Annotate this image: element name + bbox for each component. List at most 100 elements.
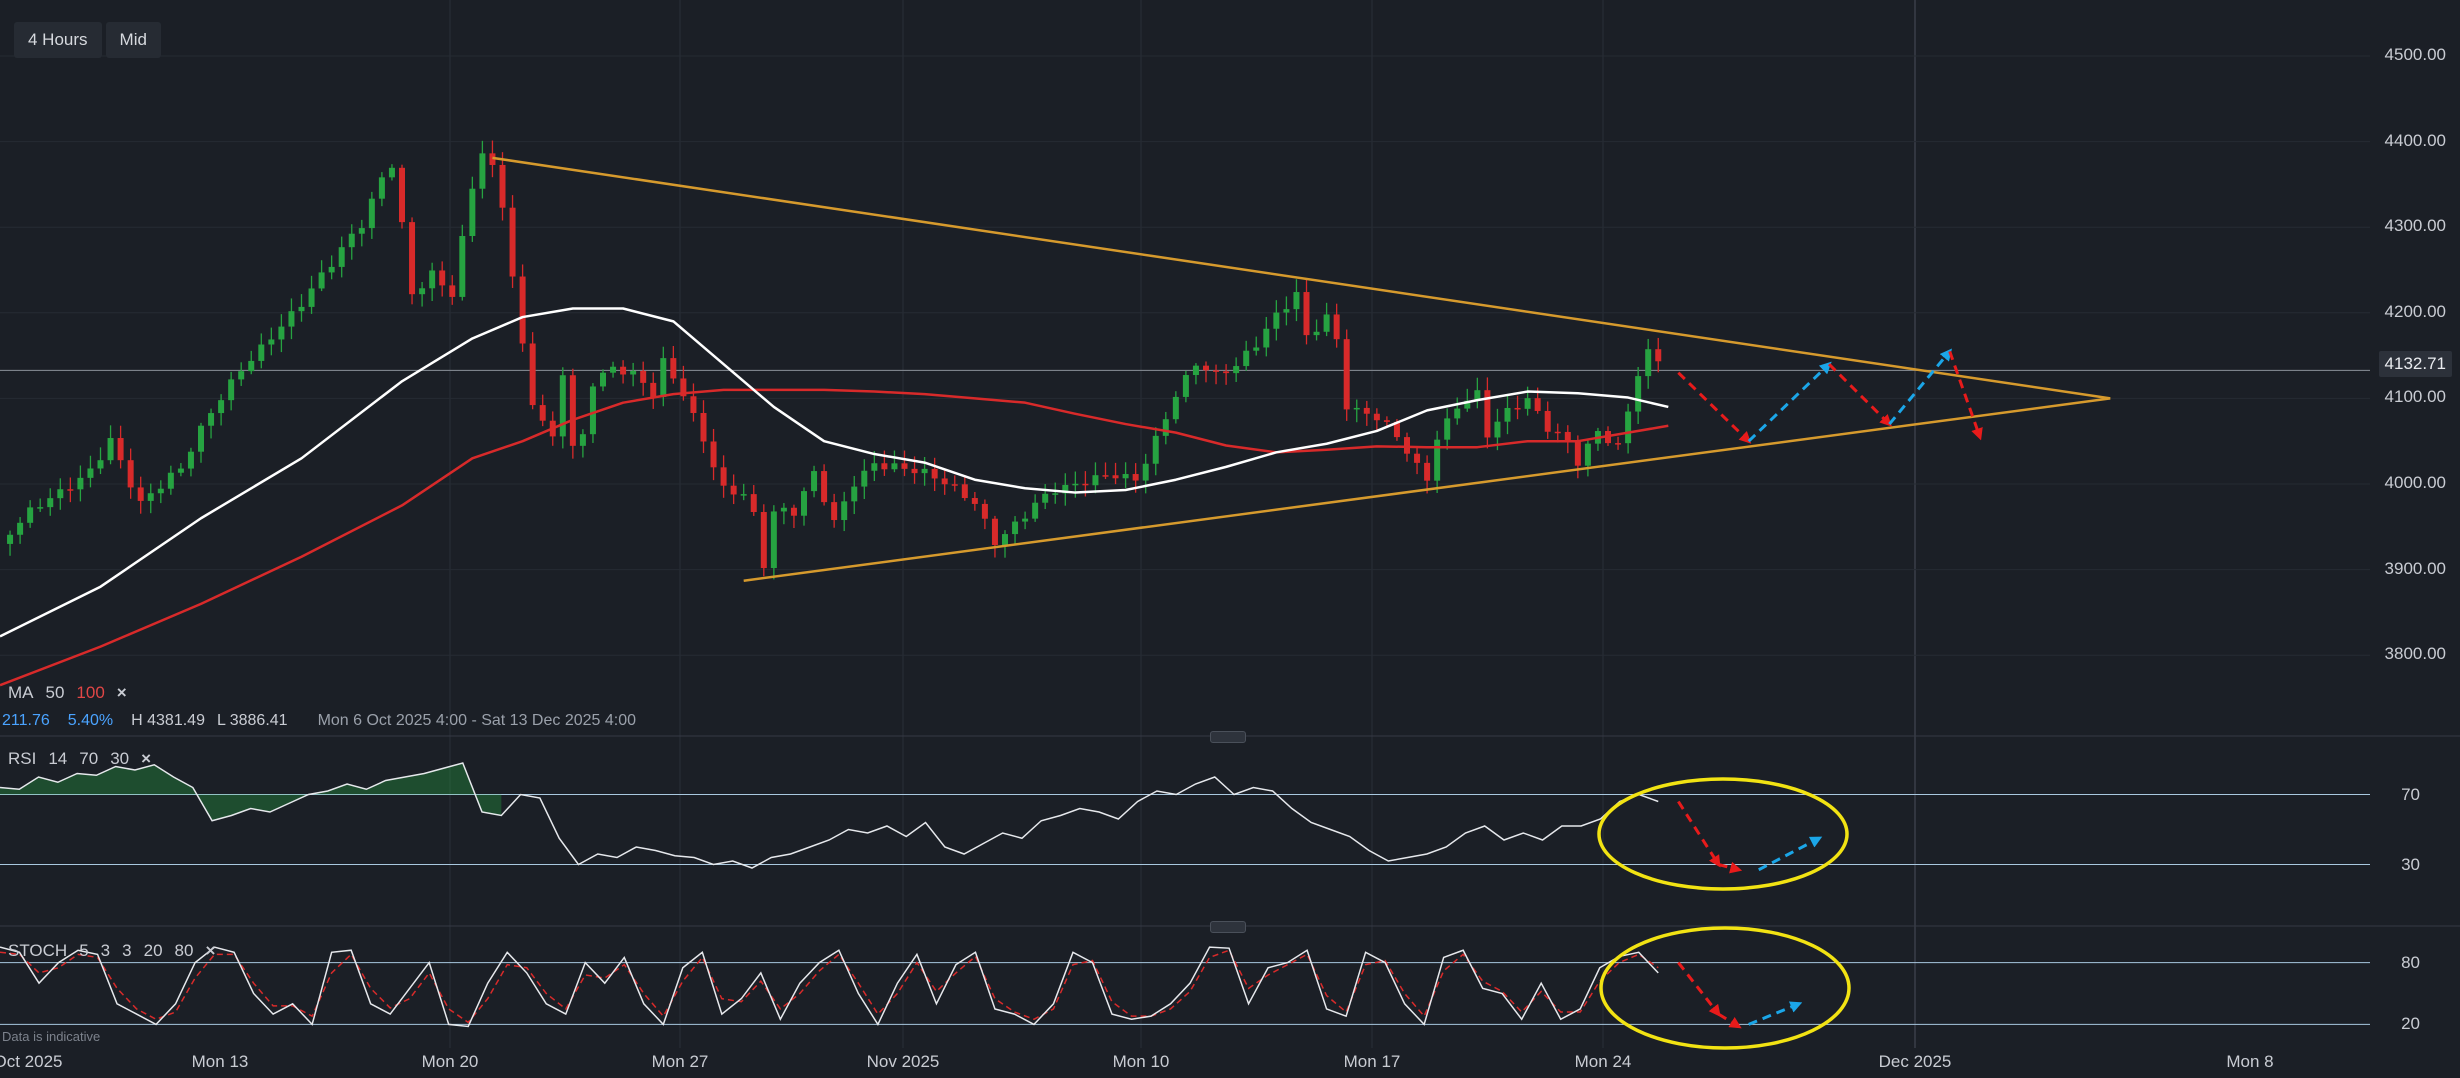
candle-body — [831, 502, 838, 521]
candle-body — [730, 485, 737, 495]
stoch-upper: 80 — [174, 941, 194, 960]
candle-body — [1032, 502, 1039, 519]
candle-body — [1132, 474, 1139, 481]
candle-body — [439, 270, 446, 286]
candle-body — [1112, 475, 1119, 479]
stoch-d-line — [0, 949, 1659, 1024]
candle-body — [961, 484, 968, 499]
candle-body — [7, 534, 14, 544]
y-axis-label: 3800.00 — [2384, 644, 2446, 664]
rsi-legend[interactable]: RSI 14 70 30 × — [8, 749, 151, 769]
candle-body — [399, 167, 405, 223]
candle-body — [429, 270, 436, 289]
candle-body — [519, 276, 526, 344]
stoch-legend[interactable]: STOCH 5 3 3 20 80 × — [8, 941, 215, 961]
candle-body — [157, 488, 164, 494]
candle-body — [57, 489, 64, 499]
candle-body — [1313, 331, 1320, 336]
candle-body — [630, 370, 637, 375]
candle-body — [720, 467, 727, 486]
candle-body — [328, 266, 335, 273]
ma-legend[interactable]: MA 50 100 × — [8, 683, 127, 703]
candle-body — [87, 468, 94, 478]
pane-resize-handle[interactable] — [1210, 921, 1246, 933]
ma-slow-period: 100 — [76, 683, 105, 702]
candle-body — [710, 441, 717, 468]
candle-body — [187, 451, 194, 469]
candle-body — [47, 498, 54, 508]
candle-body — [801, 491, 807, 516]
candle-body — [318, 272, 325, 289]
candle-body — [1353, 407, 1360, 410]
stoch-slow: 3 — [122, 941, 132, 960]
candle-body — [1444, 418, 1451, 440]
candle-body — [750, 494, 757, 513]
candle-body — [127, 460, 134, 488]
candle-body — [941, 478, 948, 485]
candle-body — [539, 405, 546, 421]
ma-fast-period: 50 — [45, 683, 65, 702]
candle-body — [680, 378, 687, 397]
candle-body — [1233, 366, 1240, 374]
x-axis-label: Mon 17 — [1343, 1052, 1401, 1071]
candle-body — [569, 375, 576, 446]
current-price-tag: 4132.71 — [2378, 351, 2452, 377]
rsi-axis-label: 30 — [2401, 854, 2420, 874]
ma-close-icon[interactable]: × — [116, 683, 127, 702]
stoch-axis-label: 80 — [2401, 952, 2420, 972]
candle-body — [17, 522, 24, 535]
candle-body — [1243, 350, 1250, 367]
candle-body — [811, 471, 818, 492]
candle-body — [1192, 365, 1199, 376]
rsi-line — [0, 762, 1659, 869]
price-type-button[interactable]: Mid — [105, 22, 161, 58]
stoch-k-line — [0, 946, 1659, 1028]
candle-body — [1404, 437, 1410, 454]
candle-body — [1122, 474, 1129, 479]
candle-body — [670, 358, 677, 379]
y-axis-label: 4100.00 — [2384, 387, 2446, 407]
candle-body — [1062, 484, 1069, 494]
y-axis-label: 4400.00 — [2384, 130, 2446, 150]
price-projection-up-arrow — [1747, 361, 1832, 443]
x-axis-label: Mon 20 — [421, 1052, 479, 1071]
stoch-projection-up-arrow — [1748, 1001, 1803, 1026]
candle-body — [1504, 407, 1511, 422]
candle-body — [1544, 410, 1551, 432]
candle-body — [238, 371, 245, 380]
rsi-name: RSI — [8, 749, 37, 768]
candle-body — [1484, 390, 1491, 438]
candle-body — [1564, 431, 1571, 441]
pane-resize-handle[interactable] — [1210, 731, 1246, 743]
candle-body — [449, 285, 456, 297]
candle-body — [419, 288, 426, 295]
stoch-close-icon[interactable]: × — [205, 941, 216, 960]
candle-body — [218, 400, 225, 414]
rsi-upper: 70 — [79, 749, 99, 768]
candle-body — [1283, 309, 1290, 313]
rsi-highlight-ellipse — [1597, 777, 1849, 891]
price-projection-up-arrow — [1888, 348, 1952, 426]
candle-body — [489, 153, 496, 165]
candle-body — [1434, 439, 1441, 481]
candle-body — [861, 470, 868, 487]
timeframe-button[interactable]: 4 Hours — [14, 22, 102, 58]
candle-body — [388, 167, 395, 178]
candle-body — [600, 372, 606, 387]
candle-body — [640, 370, 647, 383]
candle-body — [690, 396, 697, 413]
disclaimer: Data is indicative — [2, 1029, 101, 1044]
rsi-close-icon[interactable]: × — [141, 749, 152, 768]
candle-body — [1012, 521, 1019, 535]
candle-body — [499, 164, 506, 208]
candle-body — [1293, 292, 1300, 310]
timeframe-bar: 4 Hours Mid — [14, 22, 161, 58]
candle-body — [1213, 370, 1220, 372]
candle-body — [790, 507, 797, 516]
price-info-row: 211.76 5.40% H 4381.49 L 3886.41 Mon 6 O… — [2, 712, 636, 730]
candle-body — [167, 472, 174, 489]
price-projection-down-arrow — [1677, 371, 1752, 444]
candle-body — [700, 412, 707, 442]
candle-body — [97, 460, 104, 469]
